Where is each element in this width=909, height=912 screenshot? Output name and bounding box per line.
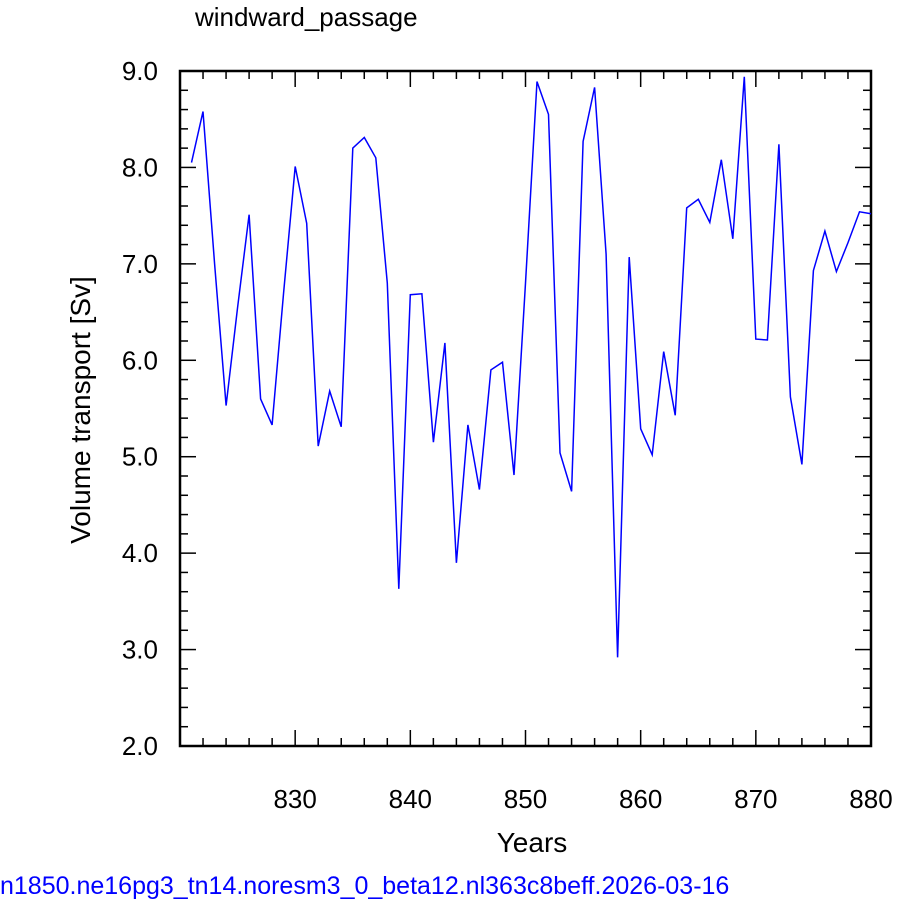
y-tick-label: 7.0	[122, 249, 158, 279]
x-tick-label: 840	[389, 784, 432, 814]
series-line	[190, 76, 872, 658]
y-tick-labels: 2.0 3.0 4.0 5.0 6.0 7.0 8.0 9.0	[122, 56, 158, 761]
y-axis-label: Volume transport [Sv]	[65, 276, 96, 544]
x-tick-label: 860	[619, 784, 662, 814]
y-tick-label: 4.0	[122, 538, 158, 568]
plot-frame	[178, 69, 873, 748]
axis-ticks	[179, 70, 872, 747]
x-axis-label: Years	[497, 827, 568, 858]
run-identifier-footer: n1850.ne16pg3_tn14.noresm3_0_beta12.nl36…	[0, 872, 730, 900]
x-tick-labels: 830 840 850 860 870 880	[273, 784, 892, 814]
line-chart: 2.0 3.0 4.0 5.0 6.0 7.0 8.0 9.0 830 840 850 860 870…	[65, 56, 893, 858]
y-tick-label: 9.0	[122, 56, 158, 86]
y-tick-label: 6.0	[122, 345, 158, 375]
x-tick-label: 830	[273, 784, 316, 814]
x-tick-label: 880	[849, 784, 892, 814]
y-tick-label: 8.0	[122, 152, 158, 182]
y-tick-label: 2.0	[122, 731, 158, 761]
chart-title: windward_passage	[195, 2, 418, 32]
x-tick-label: 850	[504, 784, 547, 814]
x-tick-label: 870	[734, 784, 777, 814]
y-tick-label: 3.0	[122, 635, 158, 665]
y-tick-label: 5.0	[122, 442, 158, 472]
